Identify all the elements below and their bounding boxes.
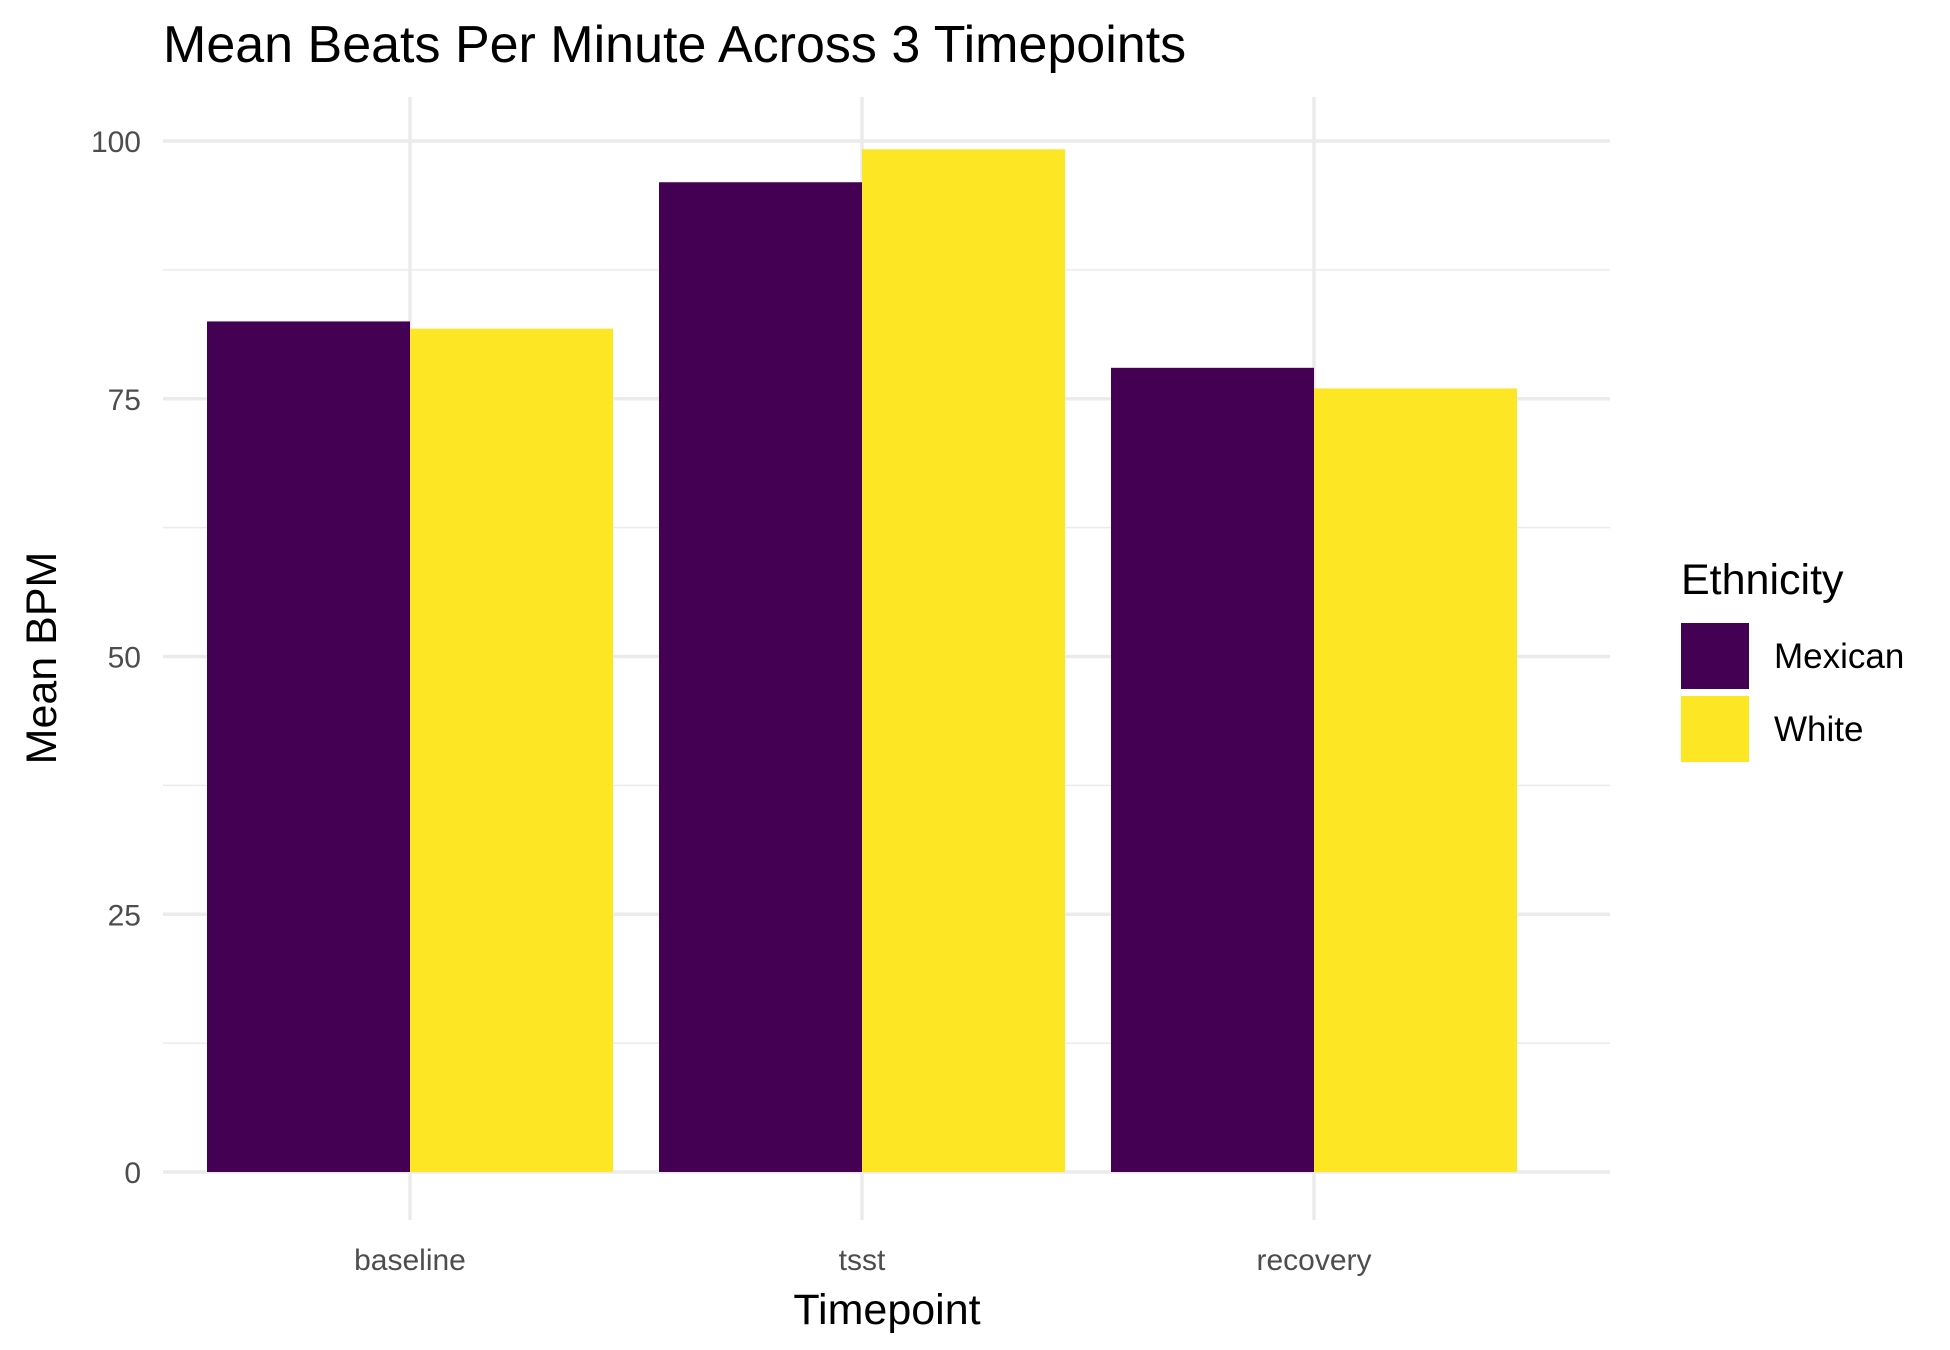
y-tick-label: 0 [124,1157,141,1190]
legend-title: Ethnicity [1681,556,1844,604]
x-axis-title: Timepoint [793,1286,980,1334]
x-axis-ticks: baseline tsst recovery [354,1244,1371,1277]
y-tick-label: 50 [108,642,141,675]
bar-baseline-white [410,328,613,1173]
x-tick-label: recovery [1256,1244,1371,1277]
x-tick-label: tsst [839,1244,886,1277]
bar-recovery-mexican [1111,367,1314,1172]
y-tick-label: 100 [91,126,141,159]
y-tick-label: 75 [108,384,141,417]
bar-tsst-white [862,149,1065,1173]
bar-tsst-mexican [659,182,862,1173]
legend-key-mexican [1681,623,1749,689]
bars [207,149,1517,1173]
y-tick-label: 25 [108,899,141,932]
bar-baseline-mexican [207,321,410,1172]
legend-label-mexican: Mexican [1774,637,1904,676]
y-axis-ticks: 0 25 50 75 100 [91,126,141,1190]
legend-key-white [1681,696,1749,762]
y-axis-title: Mean BPM [18,552,66,765]
bar-recovery-white [1314,388,1517,1172]
chart-title: Mean Beats Per Minute Across 3 Timepoint… [163,16,1186,74]
legend-label-white: White [1774,710,1863,749]
legend: Ethnicity Mexican White [1681,556,1904,762]
x-tick-label: baseline [354,1244,466,1277]
